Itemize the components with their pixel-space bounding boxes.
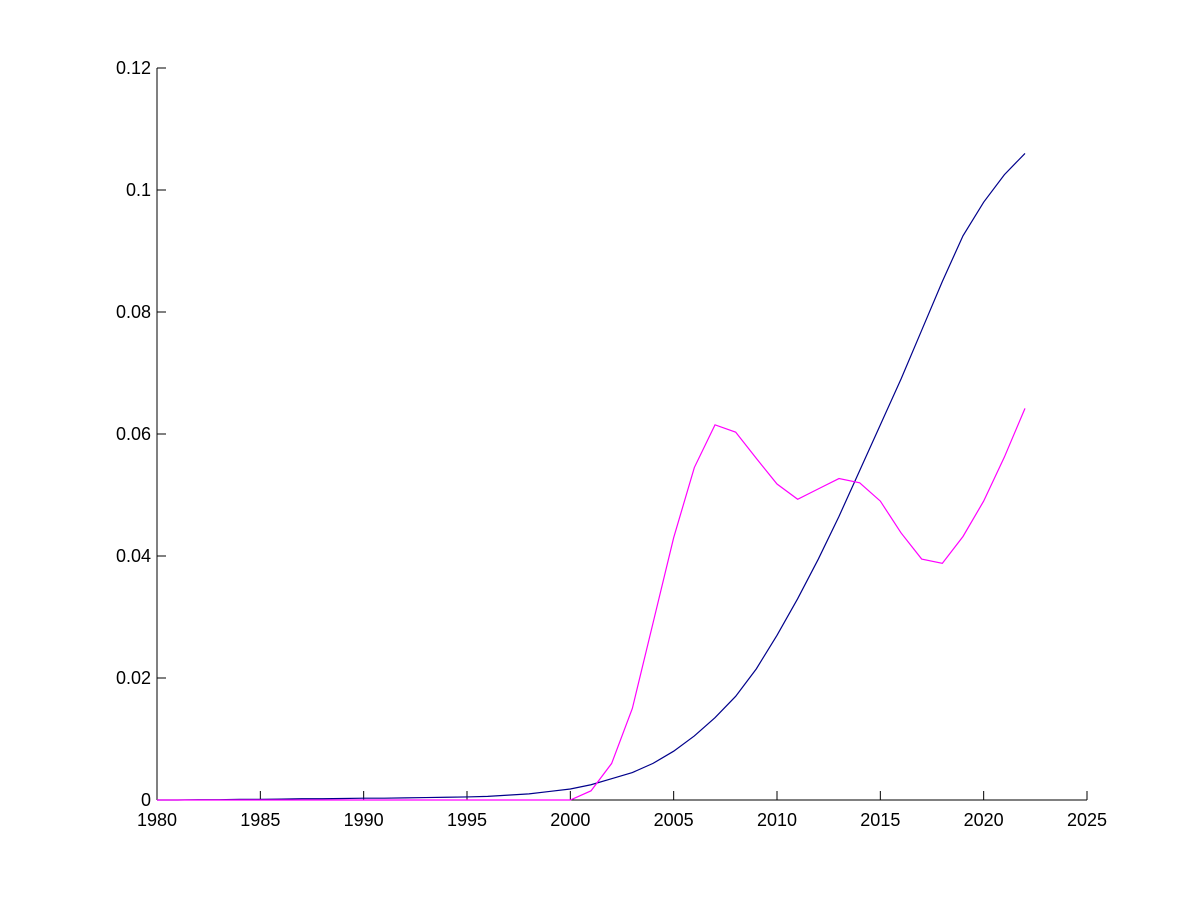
x-tick-label: 2000 xyxy=(550,810,590,830)
y-tick-label: 0.1 xyxy=(126,180,151,200)
x-tick-label: 1985 xyxy=(240,810,280,830)
x-tick-label: 2020 xyxy=(964,810,1004,830)
x-tick-label: 2015 xyxy=(860,810,900,830)
y-tick-label: 0 xyxy=(141,790,151,810)
x-tick-label: 1980 xyxy=(137,810,177,830)
y-tick-label: 0.08 xyxy=(116,302,151,322)
x-tick-label: 2010 xyxy=(757,810,797,830)
x-tick-label: 2005 xyxy=(654,810,694,830)
y-tick-label: 0.04 xyxy=(116,546,151,566)
y-tick-label: 0.06 xyxy=(116,424,151,444)
y-tick-label: 0.02 xyxy=(116,668,151,688)
x-tick-label: 2025 xyxy=(1067,810,1107,830)
y-tick-label: 0.12 xyxy=(116,58,151,78)
x-tick-label: 1995 xyxy=(447,810,487,830)
x-tick-label: 1990 xyxy=(344,810,384,830)
series-line xyxy=(157,408,1026,801)
series-line xyxy=(157,152,1026,801)
